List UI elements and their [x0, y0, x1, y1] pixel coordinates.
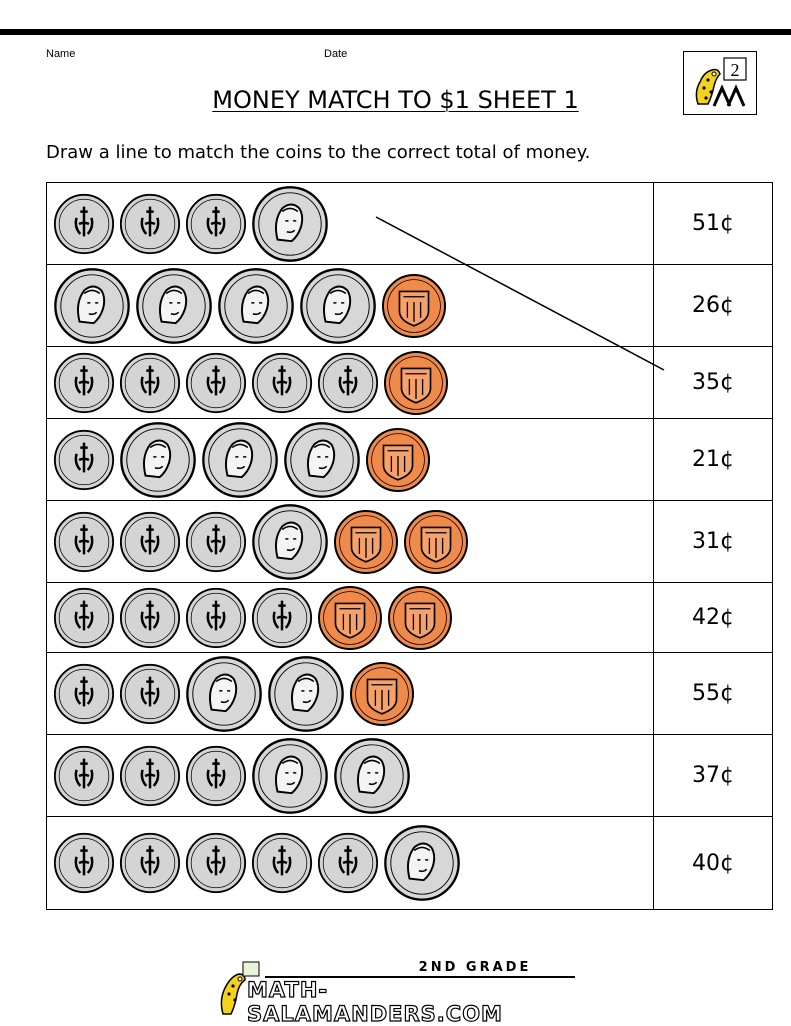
total-amount[interactable]: 35¢	[692, 370, 734, 395]
coins-cell[interactable]	[47, 347, 654, 418]
dime-coin	[119, 832, 181, 898]
total-amount[interactable]: 42¢	[692, 605, 734, 630]
total-amount[interactable]: 31¢	[692, 529, 734, 554]
dime-coin	[119, 511, 181, 577]
nickel-coin	[333, 737, 411, 819]
nickel-coin	[267, 655, 345, 737]
dime-coin	[185, 352, 247, 418]
dime-coin	[185, 511, 247, 577]
dime-coin	[185, 193, 247, 259]
penny-coin	[317, 585, 383, 655]
dime-coin	[119, 193, 181, 259]
penny-coin	[387, 585, 453, 655]
dime-coin	[119, 663, 181, 729]
instructions: Draw a line to match the coins to the co…	[46, 142, 591, 163]
nickel-coin	[251, 185, 329, 267]
footer-logo: 2ND GRADE MATH-SALAMANDERS.COM	[215, 960, 575, 1026]
page-title: MONEY MATCH TO $1 SHEET 1	[212, 86, 579, 114]
coins-cell[interactable]	[47, 265, 654, 346]
coins-cell[interactable]	[47, 583, 654, 652]
dime-coin	[119, 587, 181, 653]
coins-cell[interactable]	[47, 653, 654, 734]
footer-grade: 2ND GRADE	[418, 960, 532, 975]
nickel-coin	[53, 267, 131, 349]
coins-cell[interactable]	[47, 501, 654, 582]
coins-cell[interactable]	[47, 735, 654, 816]
dime-coin	[251, 352, 313, 418]
coins-cell[interactable]	[47, 817, 654, 909]
dime-coin	[53, 429, 115, 495]
dime-coin	[251, 832, 313, 898]
nickel-coin	[383, 824, 461, 906]
table-row: 55¢	[47, 653, 772, 735]
dime-coin	[53, 511, 115, 577]
dime-coin	[53, 193, 115, 259]
table-row: 21¢	[47, 419, 772, 501]
table-row: 51¢	[47, 183, 772, 265]
nickel-coin	[299, 267, 377, 349]
penny-coin	[383, 350, 449, 420]
dime-coin	[119, 745, 181, 811]
total-amount[interactable]: 26¢	[692, 293, 734, 318]
top-rule	[0, 29, 791, 35]
total-amount[interactable]: 21¢	[692, 447, 734, 472]
dime-coin	[53, 352, 115, 418]
nickel-coin	[251, 503, 329, 585]
matching-grid: 51¢ 26¢ 35¢ 21¢ 31¢ 42¢ 55¢ 37¢ 40¢	[46, 182, 773, 910]
footer-rule	[265, 976, 575, 978]
dime-coin	[119, 352, 181, 418]
nickel-coin	[135, 267, 213, 349]
table-row: 35¢	[47, 347, 772, 419]
penny-coin	[349, 661, 415, 731]
salamander-icon	[220, 961, 260, 1015]
nickel-coin	[251, 737, 329, 819]
date-label: Date	[324, 48, 348, 60]
nickel-coin	[217, 267, 295, 349]
nickel-coin	[185, 655, 263, 737]
dime-coin	[251, 587, 313, 653]
name-label: Name	[46, 48, 76, 60]
total-amount[interactable]: 37¢	[692, 763, 734, 788]
coins-cell[interactable]	[47, 183, 654, 264]
table-row: 37¢	[47, 735, 772, 817]
nickel-coin	[283, 421, 361, 503]
dime-coin	[317, 352, 379, 418]
salamander-icon: 2	[695, 57, 747, 107]
salamander-logo: 2	[683, 51, 757, 115]
table-row: 26¢	[47, 265, 772, 347]
penny-coin	[365, 427, 431, 497]
grade-badge: 2	[731, 60, 740, 80]
dime-coin	[53, 745, 115, 811]
total-amount[interactable]: 55¢	[692, 681, 734, 706]
nickel-coin	[119, 421, 197, 503]
coins-cell[interactable]	[47, 419, 654, 500]
dime-coin	[185, 832, 247, 898]
total-amount[interactable]: 51¢	[692, 211, 734, 236]
dime-coin	[317, 832, 379, 898]
penny-coin	[381, 273, 447, 343]
penny-coin	[333, 509, 399, 579]
penny-coin	[403, 509, 469, 579]
dime-coin	[185, 745, 247, 811]
nickel-coin	[201, 421, 279, 503]
footer-site-link[interactable]: MATH-SALAMANDERS.COM	[246, 977, 503, 1026]
dime-coin	[53, 832, 115, 898]
dime-coin	[185, 587, 247, 653]
total-amount[interactable]: 40¢	[692, 850, 734, 876]
dime-coin	[53, 663, 115, 729]
table-row: 31¢	[47, 501, 772, 583]
dime-coin	[53, 587, 115, 653]
table-row: 42¢	[47, 583, 772, 653]
table-row: 40¢	[47, 817, 772, 909]
